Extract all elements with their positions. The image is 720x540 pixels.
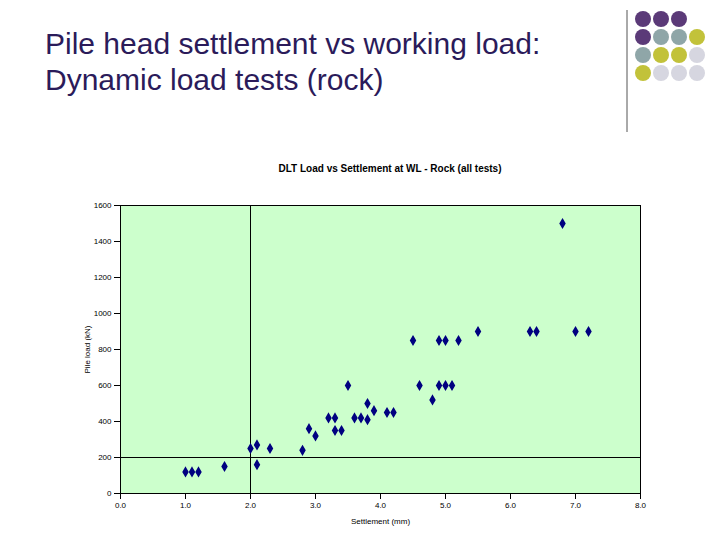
svg-text:2.0: 2.0	[245, 501, 257, 510]
svg-text:1.0: 1.0	[180, 501, 192, 510]
svg-text:1400: 1400	[94, 237, 112, 246]
svg-text:1200: 1200	[94, 273, 112, 282]
svg-text:200: 200	[98, 453, 112, 462]
svg-text:5.0: 5.0	[440, 501, 452, 510]
svg-text:800: 800	[98, 345, 112, 354]
svg-text:1600: 1600	[94, 201, 112, 210]
svg-text:1000: 1000	[94, 309, 112, 318]
svg-text:Settlement (mm): Settlement (mm)	[351, 517, 410, 526]
svg-text:6.0: 6.0	[505, 501, 517, 510]
html-text:Pile head settlement vs workin: Pile head settlement vs working load: Dy…	[45, 27, 541, 96]
svg-text:400: 400	[98, 417, 112, 426]
svg-text:8.0: 8.0	[635, 501, 647, 510]
svg-text:0.0: 0.0	[115, 501, 127, 510]
svg-text:7.0: 7.0	[570, 501, 582, 510]
html-text:DLT Load vs Settlement at WL -: DLT Load vs Settlement at WL - Rock (all…	[278, 163, 502, 174]
svg-text:4.0: 4.0	[375, 501, 387, 510]
svg-text:3.0: 3.0	[310, 501, 322, 510]
svg-text:0: 0	[107, 489, 112, 498]
svg-text:600: 600	[98, 381, 112, 390]
svg-text:Pile load (kN): Pile load (kN)	[83, 325, 92, 373]
